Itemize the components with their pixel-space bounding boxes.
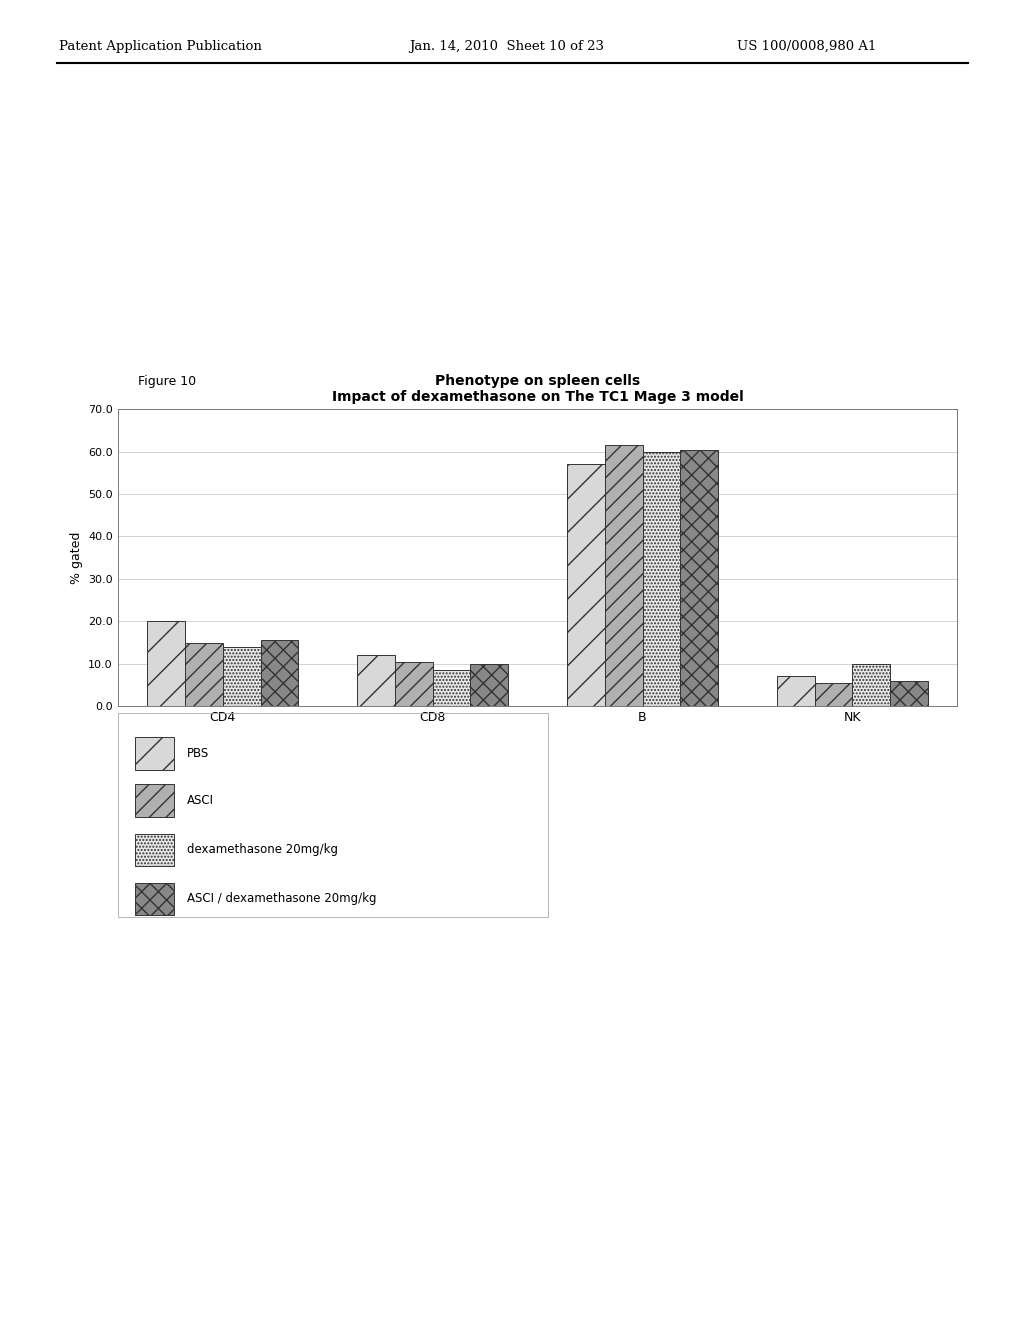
Bar [852,664,890,706]
Bar [185,643,223,706]
Bar [135,883,174,915]
Bar [815,682,853,706]
Bar [432,671,470,706]
Bar [605,445,643,706]
Text: US 100/0008,980 A1: US 100/0008,980 A1 [737,40,877,53]
Bar [147,622,185,706]
Bar [395,661,432,706]
Bar [357,655,395,706]
Bar [135,833,174,866]
Y-axis label: % gated: % gated [70,532,83,583]
Bar [260,640,298,706]
Bar [643,451,680,706]
Bar [567,465,605,706]
Text: Patent Application Publication: Patent Application Publication [59,40,262,53]
Bar [135,784,174,817]
Text: PBS: PBS [186,747,209,760]
Bar [680,450,718,706]
Text: Jan. 14, 2010  Sheet 10 of 23: Jan. 14, 2010 Sheet 10 of 23 [410,40,604,53]
Text: ASCI / dexamethasone 20mg/kg: ASCI / dexamethasone 20mg/kg [186,892,376,906]
Bar [777,676,815,706]
Text: dexamethasone 20mg/kg: dexamethasone 20mg/kg [186,843,338,857]
Text: Figure 10: Figure 10 [138,375,197,388]
Bar [470,664,508,706]
Title: Phenotype on spleen cells
Impact of dexamethasone on The TC1 Mage 3 model: Phenotype on spleen cells Impact of dexa… [332,374,743,404]
Bar [223,647,260,706]
Bar [135,738,174,770]
Bar [890,681,928,706]
Text: ASCI: ASCI [186,795,214,808]
